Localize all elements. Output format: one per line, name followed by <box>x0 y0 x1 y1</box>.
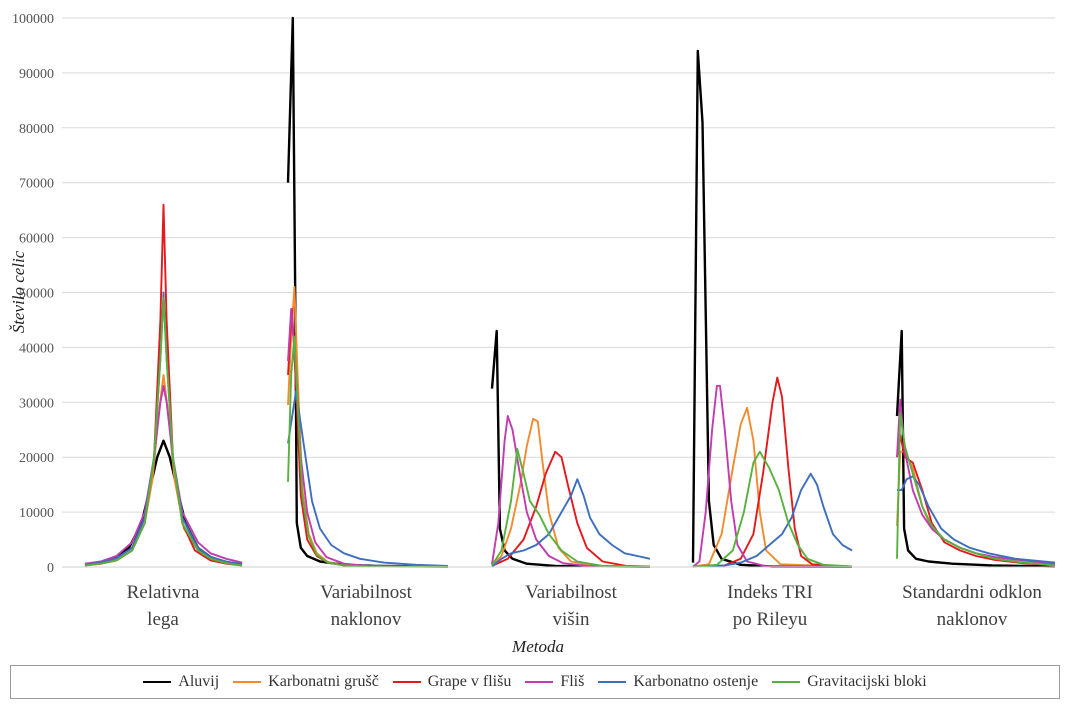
gridlines <box>62 17 1055 513</box>
category-label: Relativna <box>127 582 200 603</box>
legend-item: Aluvij <box>143 673 219 691</box>
legend-swatch <box>772 680 801 684</box>
y-tick-label: 70000 <box>19 177 54 192</box>
y-tick-label: 10000 <box>19 506 54 521</box>
series-line-grape-v-fli-u-4 <box>692 376 853 568</box>
series-lines <box>84 16 1056 568</box>
chart-area: 0 10000 20000 30000 40000 50000 60000 70000 8000… <box>9 12 1056 656</box>
category-label: po Rileyu <box>733 609 808 630</box>
legend-swatch <box>233 680 262 684</box>
series-line-karbonatni-gru--1 <box>84 373 243 567</box>
y-tick-label: 50000 <box>19 287 54 302</box>
legend-item: Gravitacijski bloki <box>772 673 927 691</box>
series-line-gravitacijski-bloki-2 <box>287 335 449 568</box>
series-line-fli--5 <box>896 398 1056 565</box>
series-line-karbonatni-gru--2 <box>287 286 449 568</box>
legend-swatch <box>392 680 421 684</box>
legend-label: Karbonatno ostenje <box>633 673 759 690</box>
category-label: Variabilnost <box>525 582 618 603</box>
series-line-karbonatno-ostenje-1 <box>84 291 243 566</box>
legend-swatch <box>598 680 627 684</box>
series-line-aluvij-5 <box>895 329 1056 568</box>
series-line-karbonatno-ostenje-3 <box>491 478 651 568</box>
y-tick-label: 90000 <box>19 67 54 82</box>
y-tick-label: 30000 <box>19 396 54 411</box>
series-line-aluvij-1 <box>84 439 243 566</box>
legend-swatch <box>143 680 172 684</box>
category-label: lega <box>147 609 179 630</box>
series-line-karbonatno-ostenje-5 <box>897 475 1056 564</box>
y-axis-ticks: 0 10000 20000 30000 40000 50000 60000 70000 8000… <box>12 12 54 576</box>
series-line-karbonatno-ostenje-4 <box>692 472 853 568</box>
series-line-karbonatni-gru--4 <box>692 406 853 568</box>
legend: Aluvij Karbonatni grušč Grape v flišu Fliš K… <box>10 665 1060 699</box>
legend-item: Fliš <box>525 673 584 691</box>
legend-swatch <box>525 680 554 684</box>
category-label: naklonov <box>937 609 1008 630</box>
y-tick-label: 40000 <box>19 341 54 356</box>
series-line-fli--3 <box>491 415 651 568</box>
y-axis-title: Število celic <box>9 250 28 333</box>
legend-item: Karbonatni grušč <box>233 673 379 691</box>
series-line-fli--4 <box>692 384 853 568</box>
category-label: Variabilnost <box>320 582 413 603</box>
series-line-gravitacijski-bloki-3 <box>491 448 651 568</box>
category-label: naklonov <box>331 609 402 630</box>
y-tick-label: 100000 <box>12 12 54 27</box>
y-tick-label: 0 <box>47 561 54 576</box>
legend-label: Karbonatni grušč <box>268 673 379 690</box>
category-label: višin <box>553 609 590 630</box>
category-labels: Relativna lega Variabilnost naklonov Variabi… <box>127 582 1043 630</box>
y-tick-label: 80000 <box>19 122 54 137</box>
x-axis-title: Metoda <box>511 637 564 656</box>
y-tick-label: 20000 <box>19 451 54 466</box>
legend-item: Karbonatno ostenje <box>598 673 758 691</box>
legend-label: Gravitacijski bloki <box>807 673 927 690</box>
legend-label: Grape v flišu <box>427 673 512 690</box>
series-line-grape-v-fli-u-3 <box>491 450 651 568</box>
series-line-karbonatno-ostenje-2 <box>287 390 449 567</box>
y-tick-label: 60000 <box>19 232 54 247</box>
category-label: Standardni odklon <box>902 582 1042 603</box>
legend-label: Fliš <box>560 673 585 690</box>
series-line-gravitacijski-bloki-5 <box>896 412 1056 567</box>
legend-label: Aluvij <box>178 673 220 690</box>
category-label: Indeks TRI <box>727 582 813 603</box>
series-line-karbonatni-gru--3 <box>491 417 651 568</box>
series-line-fli--1 <box>84 384 243 565</box>
series-line-gravitacijski-bloki-1 <box>84 297 243 567</box>
legend-item: Grape v flišu <box>392 673 512 691</box>
series-line-gravitacijski-bloki-4 <box>692 450 853 568</box>
